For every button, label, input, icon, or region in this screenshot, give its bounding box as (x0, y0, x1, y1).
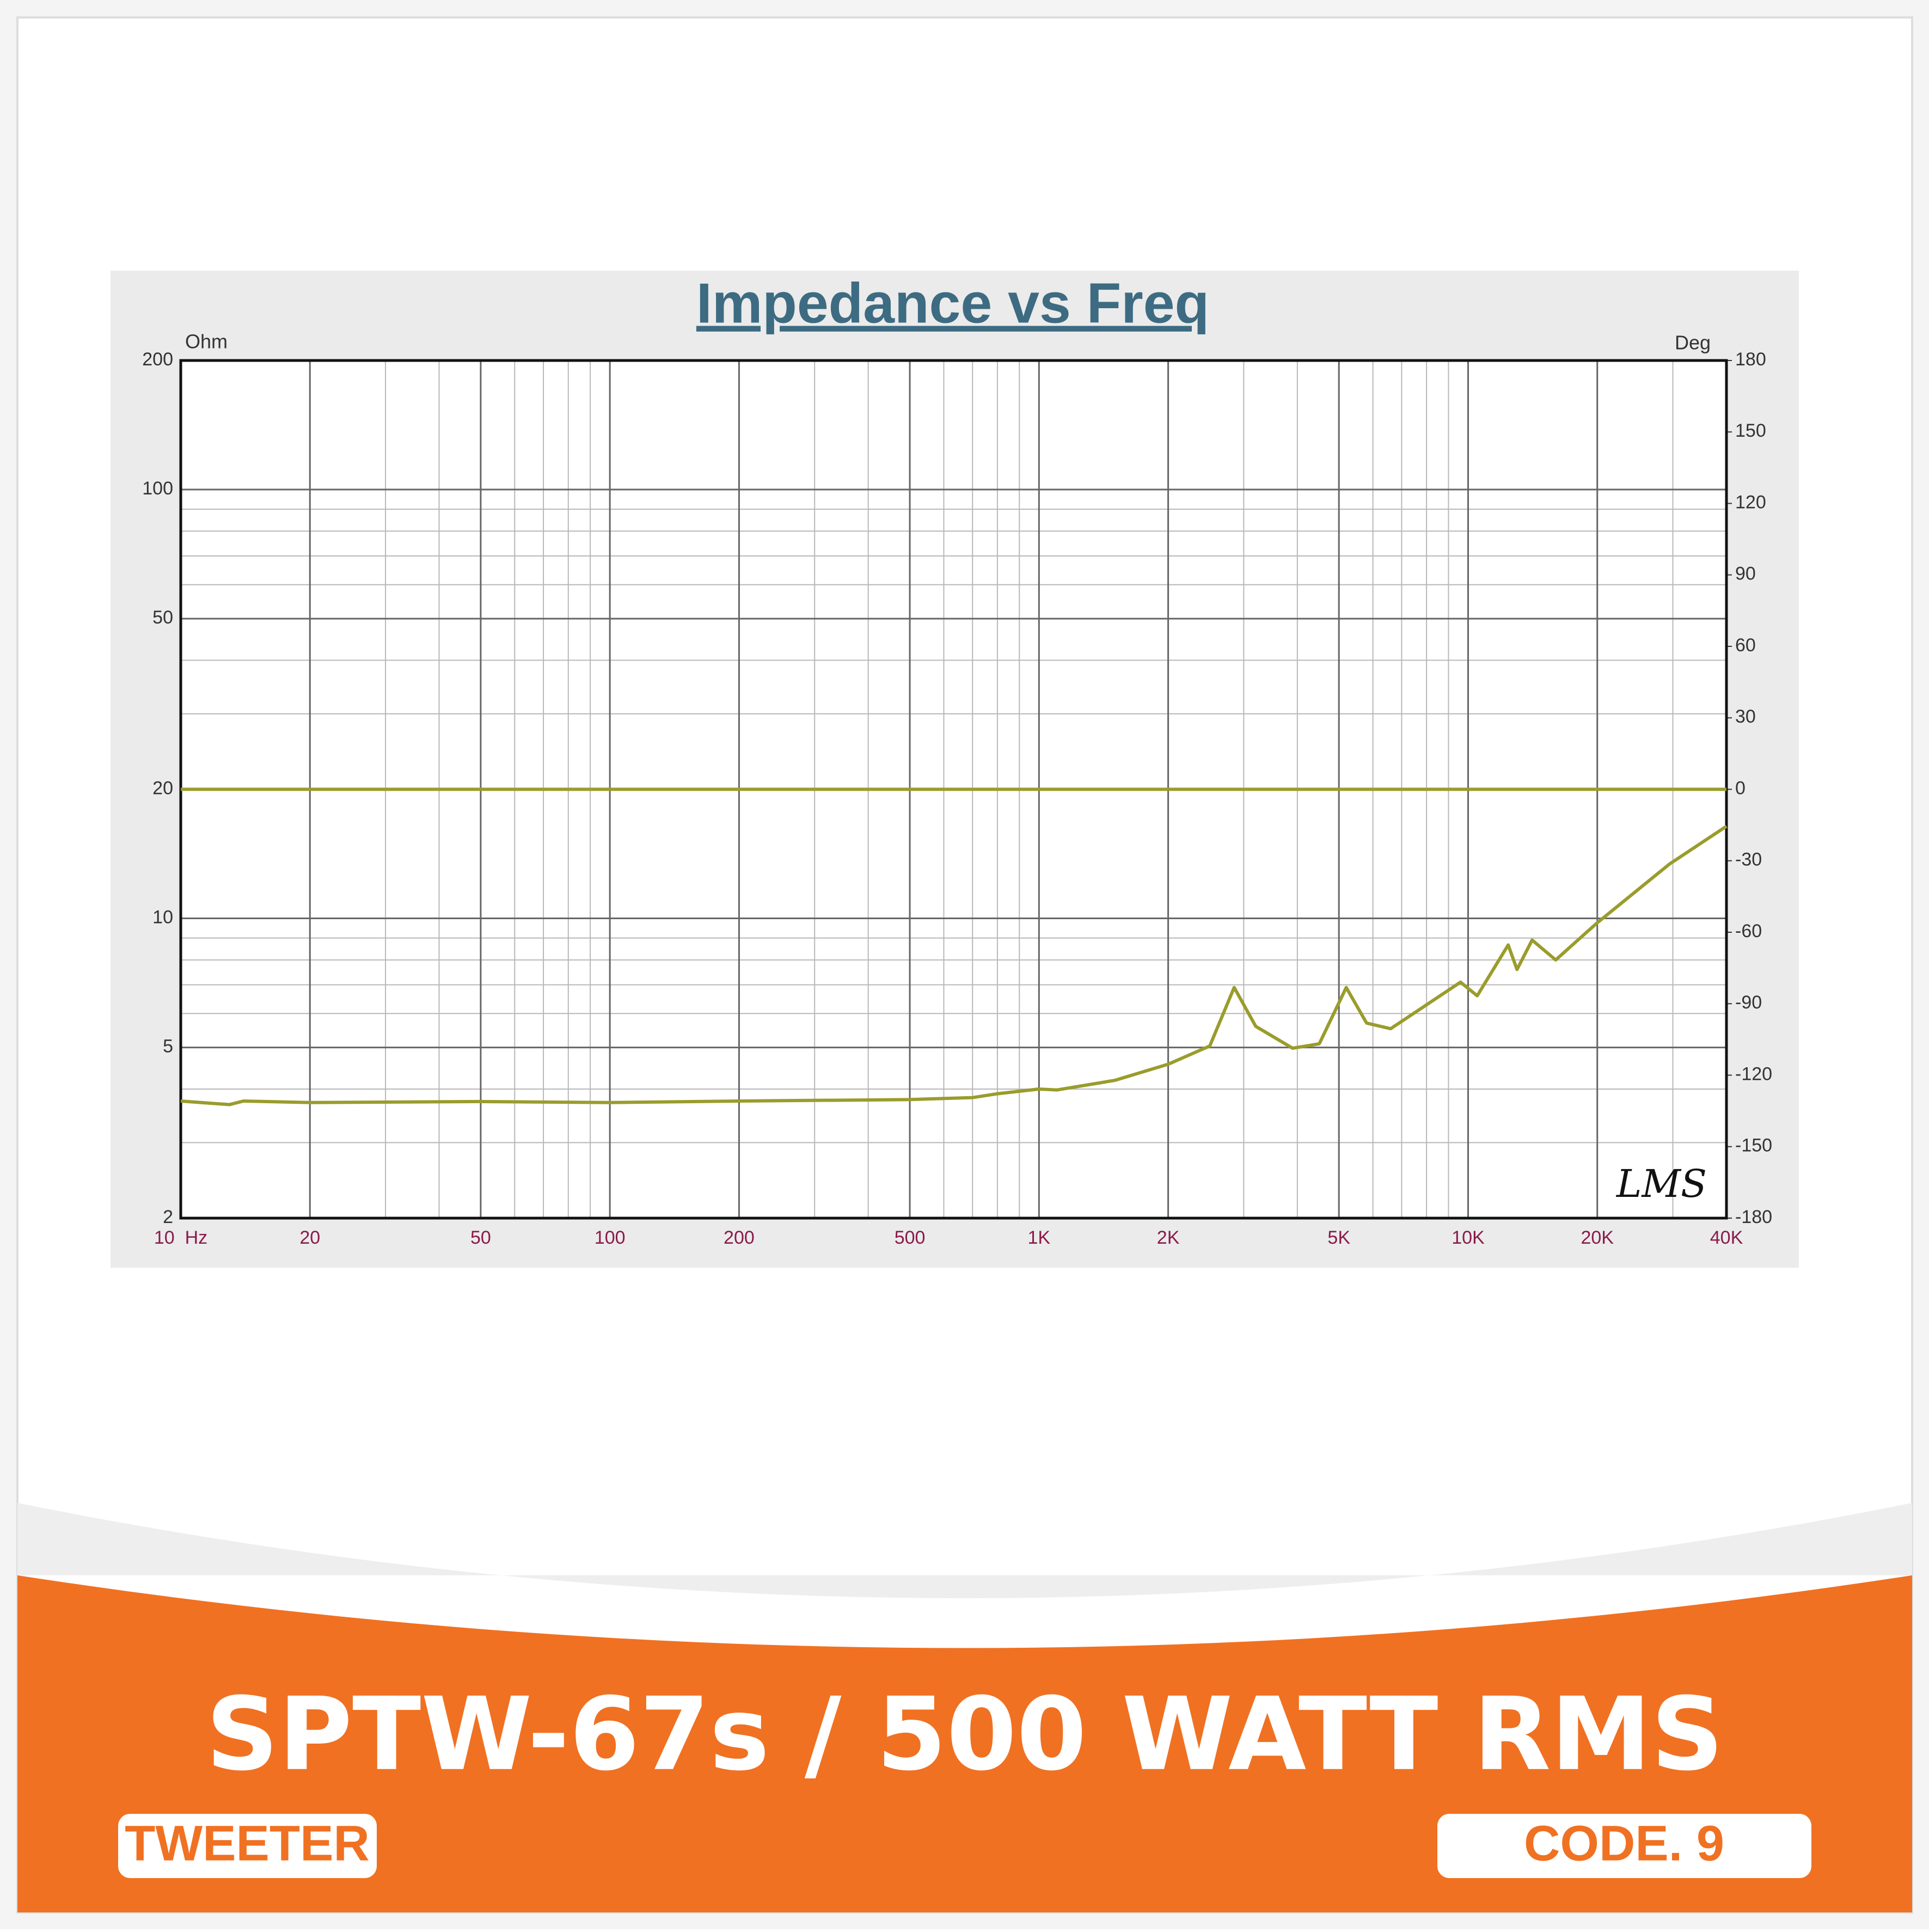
y2-tick-label: 0 (1735, 778, 1746, 798)
y-tick-label: 50 (152, 607, 173, 628)
y2-tick-label: -90 (1735, 992, 1762, 1013)
left-tag: TWEETER (125, 1815, 370, 1871)
y2-tick-label: -120 (1735, 1063, 1772, 1084)
y2-tick-label: -150 (1735, 1135, 1772, 1156)
x-tick-label: 10 Hz (154, 1227, 207, 1248)
chart-title: Impedance vs Freq (696, 272, 1209, 335)
y-tick-label: 20 (152, 778, 173, 798)
y2-axis-label: Deg (1675, 332, 1711, 354)
y-tick-label: 10 (152, 907, 173, 928)
y2-tick-label: -30 (1735, 849, 1762, 870)
y-tick-label: 2 (163, 1207, 173, 1227)
x-tick-label: 10K (1452, 1227, 1485, 1248)
y2-tick-label: 30 (1735, 706, 1756, 727)
x-tick-label: 20K (1581, 1227, 1614, 1248)
x-tick-label: 5K (1327, 1227, 1350, 1248)
x-tick-label: 50 (470, 1227, 491, 1248)
y2-tick-label: 180 (1735, 349, 1766, 370)
y-tick-label: 5 (163, 1036, 173, 1057)
y2-tick-label: 60 (1735, 635, 1756, 656)
right-tag: CODE. 9 (1524, 1815, 1724, 1871)
y2-tick-label: 120 (1735, 492, 1766, 512)
x-tick-label: 500 (895, 1227, 926, 1248)
data-line (180, 824, 1728, 1106)
y2-tick-label: 150 (1735, 420, 1766, 441)
swoosh (17, 1503, 1912, 1598)
tag-box (118, 1814, 377, 1878)
y2-tick-label: 90 (1735, 564, 1756, 584)
x-tick-label: 2K (1157, 1227, 1180, 1248)
y2-tick-label: -180 (1735, 1207, 1772, 1227)
x-tick-label: 1K (1028, 1227, 1051, 1248)
tag-box (1437, 1814, 1811, 1878)
y-axis-label: Ohm (185, 331, 228, 353)
y2-tick-label: -60 (1735, 921, 1762, 941)
y-tick-label: 100 (142, 478, 173, 499)
annotation: LMS (1615, 1161, 1707, 1206)
x-tick-label: 200 (724, 1227, 755, 1248)
x-tick-label: 40K (1710, 1227, 1743, 1248)
y-tick-label: 200 (142, 349, 173, 370)
x-tick-label: 100 (595, 1227, 626, 1248)
product-title: SPTW-67s / 500 WATT RMS (206, 1676, 1723, 1793)
x-tick-label: 20 (299, 1227, 320, 1248)
